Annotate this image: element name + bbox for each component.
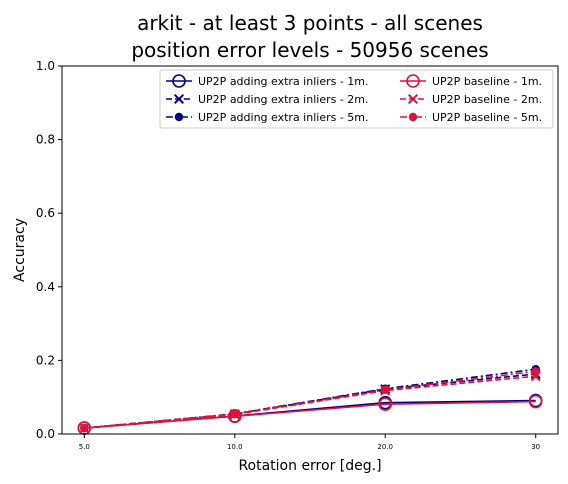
x-tick-label: 20.0	[377, 443, 393, 451]
y-tick-label: 0.0	[36, 427, 55, 441]
chart-title-line-1: arkit - at least 3 points - all scenes	[137, 11, 483, 35]
x-tick-label: 30	[531, 443, 540, 451]
series-layer	[77, 365, 543, 435]
series-line	[84, 370, 536, 429]
series-line	[84, 400, 536, 429]
legend-label: UP2P adding extra inliers - 5m.	[198, 111, 369, 124]
legend-box	[159, 69, 554, 129]
legend-entry: UP2P baseline - 5m.	[400, 111, 542, 124]
legend-entry: UP2P baseline - 1m.	[400, 74, 542, 88]
data-point-dot	[174, 112, 184, 122]
series-6	[80, 367, 540, 433]
y-tick-label: 0.4	[36, 280, 55, 294]
data-point-circle	[378, 397, 393, 411]
legend-entry: UP2P baseline - 2m.	[400, 93, 542, 106]
legend-entry: UP2P adding extra inliers - 1m.	[166, 74, 369, 88]
x-tick-label: 5.0	[79, 443, 90, 451]
y-axis-label: Accuracy	[12, 218, 28, 282]
data-point-dot	[381, 385, 390, 395]
data-point-dot	[230, 409, 239, 419]
legend-label: UP2P baseline - 2m.	[432, 93, 542, 106]
series-line	[84, 368, 536, 429]
data-point-x	[407, 93, 419, 105]
legend-label: UP2P baseline - 5m.	[432, 111, 542, 124]
y-tick-label: 0.8	[36, 133, 55, 147]
data-point-dot	[80, 423, 89, 433]
data-point-circle	[172, 74, 186, 88]
y-tick-label: 0.6	[36, 206, 55, 220]
y-tick-label: 1.0	[36, 59, 55, 73]
data-point-x	[173, 93, 185, 105]
data-point-dot	[408, 112, 418, 122]
series-line	[84, 399, 536, 429]
legend-entry: UP2P adding extra inliers - 5m.	[166, 111, 369, 124]
legend-entry: UP2P adding extra inliers - 2m.	[166, 93, 369, 106]
data-point-dot	[531, 367, 540, 376]
chart-title-line-2: position error levels - 50956 scenes	[131, 38, 488, 62]
legend-label: UP2P adding extra inliers - 1m.	[198, 75, 369, 88]
data-point-circle	[406, 74, 420, 88]
data-point-circle	[528, 394, 543, 409]
x-axis-label: Rotation error [deg.]	[238, 458, 381, 474]
tick-layer: 0.0 0.2 0.4 0.6 0.8 1.0 5.0 10.0 20.0 30	[36, 59, 540, 451]
plot-frame	[61, 65, 559, 435]
y-tick-label: 0.2	[36, 353, 55, 367]
legend-label: UP2P adding extra inliers - 2m.	[198, 93, 369, 106]
x-tick-label: 10.0	[227, 443, 243, 451]
legend: UP2P adding extra inliers - 1m. UP2P addi…	[159, 69, 554, 129]
legend-label: UP2P baseline - 1m.	[432, 75, 542, 88]
